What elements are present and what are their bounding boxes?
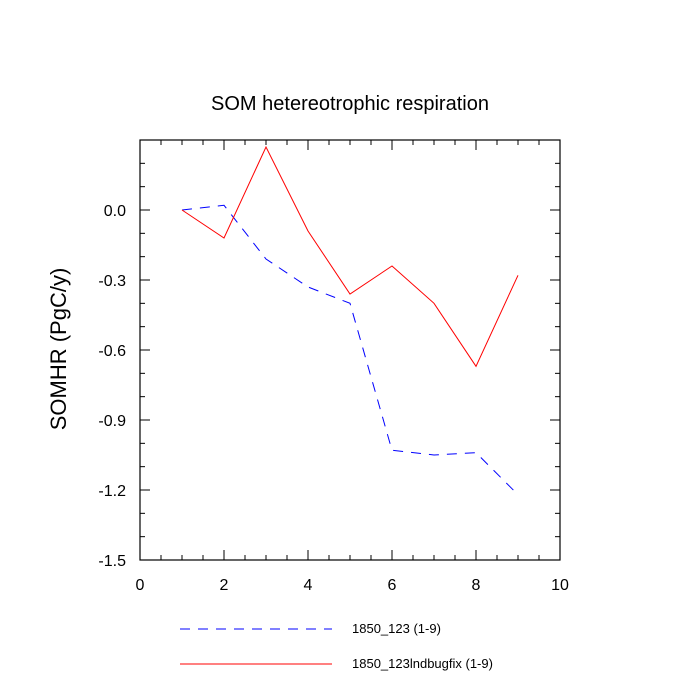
series-line-1	[181, 204, 519, 496]
x-tick-label: 4	[304, 577, 313, 594]
legend-label-1: 1850_123 (1-9)	[352, 621, 441, 636]
legend: 1850_123 (1-9) 1850_123lndbugfix (1-9)	[180, 621, 493, 671]
series-line-2	[181, 145, 519, 368]
y-tick-label: -1.2	[98, 483, 126, 500]
series-lines	[181, 145, 519, 496]
y-tick-label: -0.3	[98, 273, 126, 290]
axis-ticks	[139, 140, 561, 561]
legend-label-2: 1850_123lndbugfix (1-9)	[352, 656, 493, 671]
x-tick-label: 0	[136, 577, 145, 594]
x-tick-label: 8	[472, 577, 481, 594]
y-tick-label: -1.5	[98, 553, 126, 570]
y-tick-label: -0.9	[98, 413, 126, 430]
y-axis-label: SOMHR (PgC/y)	[46, 268, 71, 431]
axis-tick-labels: 0 2 4 6 8 10 0.0 -0.3 -0.6 -0.9 -1.2 -1.5	[98, 203, 569, 594]
y-tick-label: 0.0	[104, 203, 126, 220]
x-tick-label: 10	[551, 577, 569, 594]
y-tick-label: -0.6	[98, 343, 126, 360]
plot-frame	[139, 139, 561, 561]
x-tick-label: 6	[388, 577, 397, 594]
x-tick-label: 2	[220, 577, 229, 594]
chart-title: SOM hetereotrophic respiration	[211, 93, 489, 115]
